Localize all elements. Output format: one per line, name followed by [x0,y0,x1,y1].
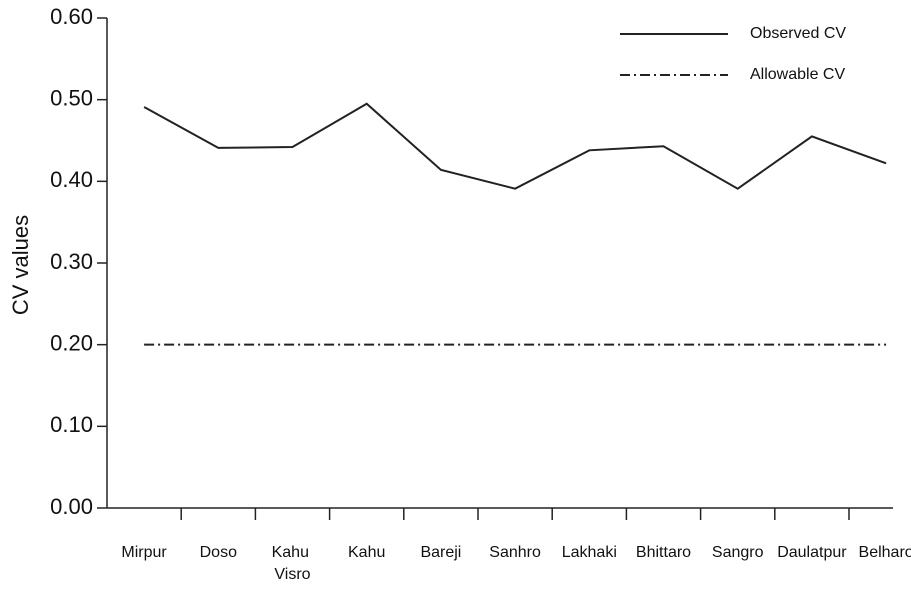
series-line [143,102,887,190]
x-tick-label: Doso [200,544,237,561]
x-tick-label: Bhittaro [636,544,691,561]
x-tick-label: Sanhro [489,544,541,561]
y-tick-label: 0.50 [50,85,93,110]
x-tick-label: Kahu [348,544,385,561]
y-tick-label: 0.60 [50,4,93,29]
x-tick-label: Mirpur [121,544,167,561]
x-tick-label: Sangro [712,544,764,561]
y-tick-label: 0.40 [50,167,93,192]
x-tick-label: Lakhaki [562,544,617,561]
y-tick-label: 0.00 [50,494,93,519]
y-tick-label: 0.20 [50,330,93,355]
y-tick-label: 0.10 [50,412,93,437]
y-axis-label: CV values [8,215,33,315]
x-tick-label: Bareji [420,544,461,561]
legend-label: Allowable CV [750,66,845,83]
legend-label: Observed CV [750,25,846,42]
y-tick-label: 0.30 [50,249,93,274]
x-tick-label: Kahu Visro [272,544,314,583]
x-tick-label: Belharo [859,544,911,561]
x-tick-label: Daulatpur [777,544,847,561]
